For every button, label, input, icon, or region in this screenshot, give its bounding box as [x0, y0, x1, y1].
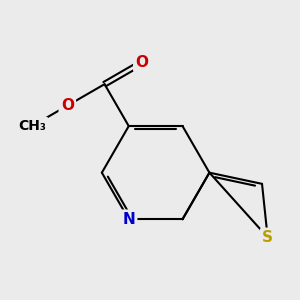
Text: S: S [262, 230, 273, 245]
Text: O: O [135, 55, 148, 70]
Text: CH₃: CH₃ [18, 119, 46, 133]
Text: O: O [61, 98, 74, 113]
Text: N: N [122, 212, 135, 227]
